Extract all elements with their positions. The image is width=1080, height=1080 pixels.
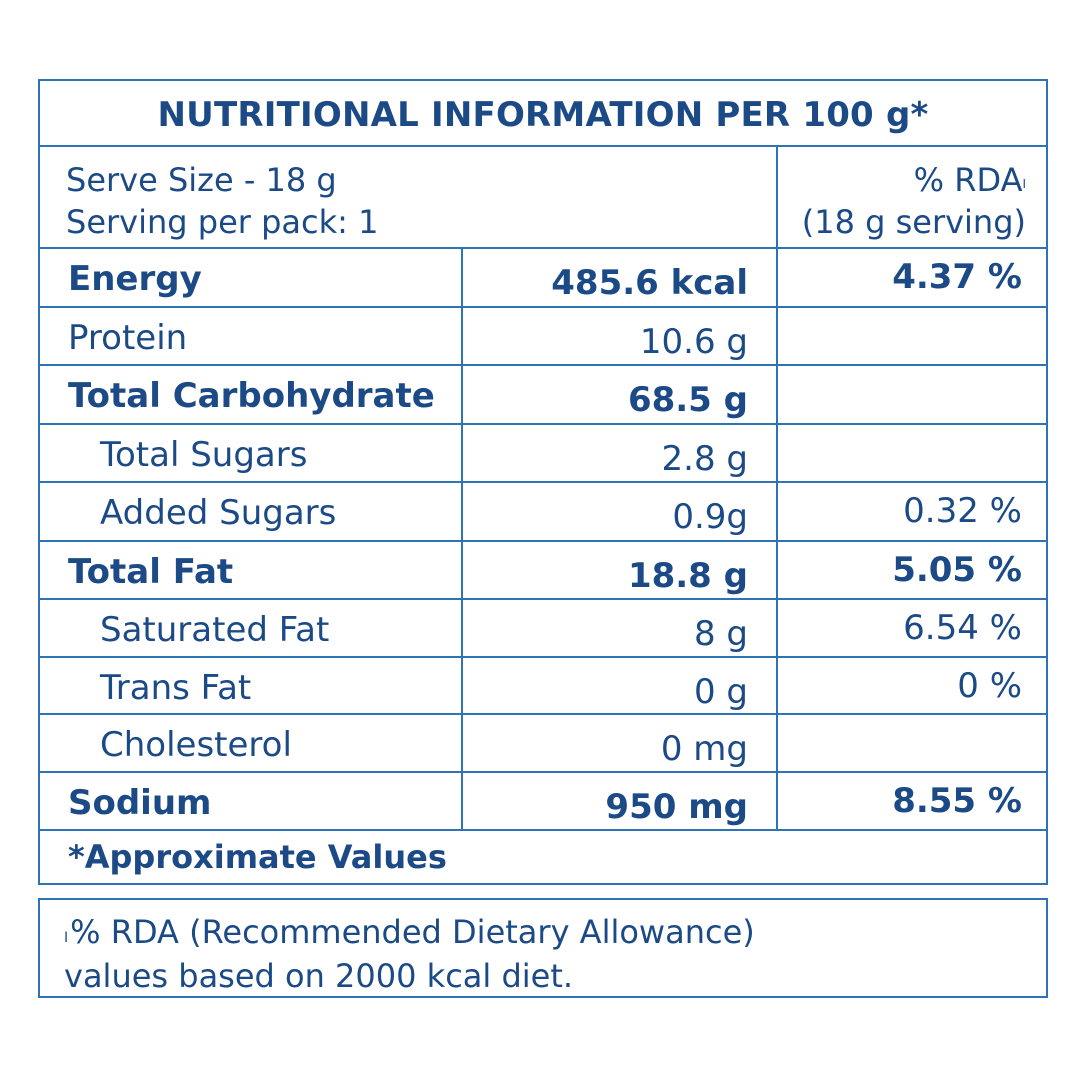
table-row: Trans Fat 0 g 0 % — [40, 658, 1046, 715]
nutrient-amount: 10.6 g — [639, 322, 748, 362]
nutrient-rda: 6.54 % — [903, 608, 1022, 648]
rda-column-header: % RDAI (18 g serving) — [802, 159, 1026, 243]
nutrient-name: Sodium — [68, 783, 212, 823]
footnote-mark: I — [64, 930, 69, 946]
table-row: Sodium 950 mg 8.55 % — [40, 773, 1046, 830]
nutrient-name: Cholesterol — [100, 725, 292, 765]
nutrient-rda: 5.05 % — [892, 550, 1022, 590]
footnote-text: I% RDA (Recommended Dietary Allowance) v… — [64, 910, 755, 998]
rda-serving-label: (18 g serving) — [801, 203, 1026, 241]
nutrient-name: Protein — [68, 318, 188, 358]
nutrition-table: NUTRITIONAL INFORMATION PER 100 g* Serve… — [38, 79, 1048, 885]
divider — [40, 145, 1046, 147]
table-row: Energy 485.6 kcal 4.37 % — [40, 249, 1046, 306]
table-row: Protein 10.6 g — [40, 308, 1046, 365]
serving-info: Serve Size - 18 g Serving per pack: 1 — [66, 159, 378, 243]
nutrient-amount: 68.5 g — [627, 380, 748, 420]
table-row: Added Sugars 0.9g 0.32 % — [40, 483, 1046, 540]
rda-footnote: I% RDA (Recommended Dietary Allowance) v… — [38, 898, 1048, 998]
footnote-line-2: values based on 2000 kcal diet. — [64, 957, 574, 995]
rda-header-label: % RDA — [913, 161, 1023, 199]
nutrient-name: Energy — [68, 259, 202, 299]
divider — [40, 598, 1046, 600]
nutrient-name: Trans Fat — [100, 668, 252, 708]
table-row: Total Carbohydrate 68.5 g — [40, 366, 1046, 423]
table-row: Total Fat 18.8 g 5.05 % — [40, 542, 1046, 599]
divider — [40, 481, 1046, 483]
table-row: Cholesterol 0 mg — [40, 715, 1046, 772]
divider — [40, 829, 1046, 831]
nutrient-name: Added Sugars — [100, 493, 337, 533]
serve-size: Serve Size - 18 g — [66, 161, 337, 199]
column-divider — [776, 145, 778, 829]
nutrient-name: Total Sugars — [100, 435, 308, 475]
table-row: Saturated Fat 8 g 6.54 % — [40, 600, 1046, 657]
nutrient-amount: 0 mg — [660, 729, 748, 769]
nutrient-amount: 0 g — [693, 672, 748, 712]
nutrient-amount: 2.8 g — [661, 439, 748, 479]
column-divider — [461, 247, 463, 829]
table-row: Total Sugars 2.8 g — [40, 425, 1046, 482]
nutrient-rda: 0 % — [957, 666, 1022, 706]
divider — [40, 713, 1046, 715]
nutrient-name: Saturated Fat — [100, 610, 330, 650]
divider — [40, 656, 1046, 658]
nutrient-amount: 485.6 kcal — [551, 263, 748, 303]
divider — [40, 423, 1046, 425]
divider — [40, 771, 1046, 773]
nutrient-rda: 0.32 % — [903, 491, 1022, 531]
nutrient-rda: 8.55 % — [892, 781, 1022, 821]
nutrient-amount: 18.8 g — [627, 556, 748, 596]
nutrient-amount: 8 g — [693, 614, 748, 654]
nutrient-amount: 0.9g — [672, 497, 748, 537]
nutrient-rda: 4.37 % — [892, 257, 1022, 297]
serving-per-pack: Serving per pack: 1 — [66, 203, 379, 241]
table-title: NUTRITIONAL INFORMATION PER 100 g* — [157, 95, 929, 135]
divider — [40, 306, 1046, 308]
nutrient-name: Total Carbohydrate — [68, 376, 435, 416]
divider — [40, 540, 1046, 542]
approximate-values-note: *Approximate Values — [68, 838, 447, 876]
nutrient-name: Total Fat — [68, 552, 234, 592]
divider — [40, 364, 1046, 366]
divider — [40, 247, 1046, 249]
footnote-line-1: % RDA (Recommended Dietary Allowance) — [70, 913, 755, 951]
nutrient-amount: 950 mg — [605, 787, 748, 827]
rda-header-mark: I — [1022, 177, 1026, 191]
